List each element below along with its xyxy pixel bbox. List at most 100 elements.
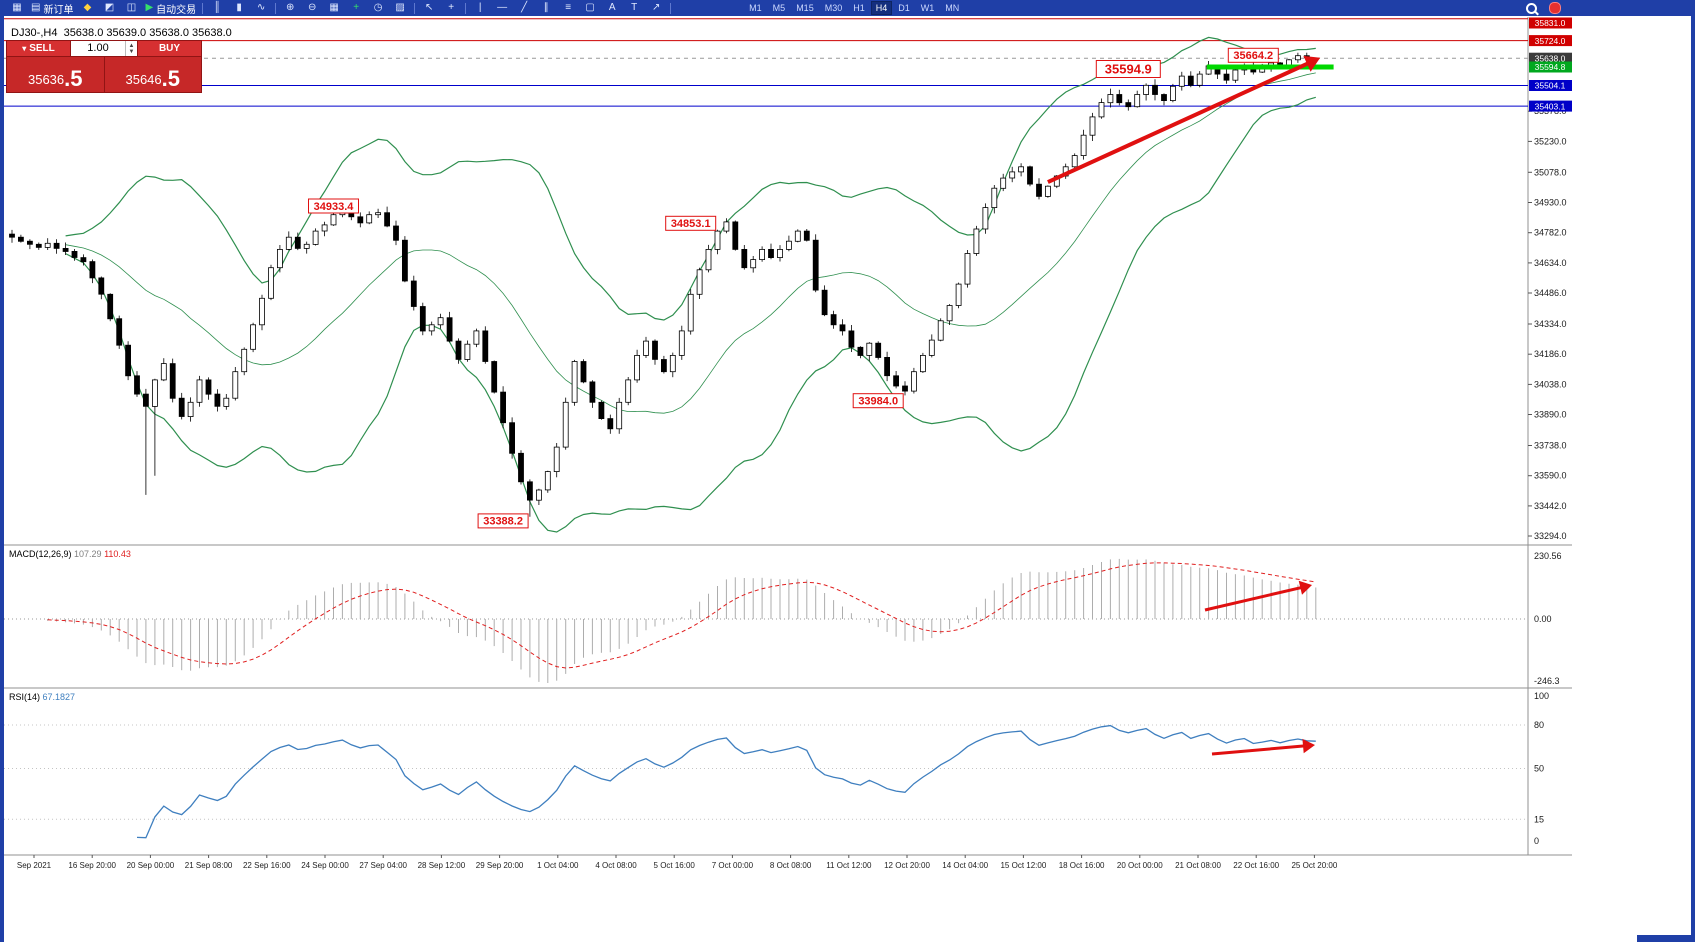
svg-text:33590.0: 33590.0: [1534, 471, 1567, 481]
horizontal-line-objects[interactable]: [4, 18, 1528, 107]
sell-button[interactable]: ▾ SELL: [6, 40, 71, 57]
svg-text:34782.0: 34782.0: [1534, 228, 1567, 238]
timeframe-d1-button[interactable]: D1: [898, 3, 910, 13]
svg-text:20 Sep 00:00: 20 Sep 00:00: [127, 861, 175, 870]
svg-text:35594.8: 35594.8: [1535, 62, 1566, 72]
volume-spinner: ▲ ▼: [125, 41, 137, 56]
indicators-add-icon: +: [353, 2, 360, 13]
equidistant-channel-icon: ∥: [543, 2, 549, 13]
auto-trading-icon: ▶: [145, 2, 154, 13]
bar-chart-type-button[interactable]: ║: [206, 1, 228, 15]
navigator-button[interactable]: ◩: [98, 1, 120, 15]
svg-text:35831.0: 35831.0: [1535, 18, 1566, 28]
svg-text:28 Sep 12:00: 28 Sep 12:00: [418, 861, 466, 870]
candle-chart-type-button[interactable]: ▮: [228, 1, 250, 15]
timeframe-m30-button[interactable]: M30: [824, 3, 843, 13]
volume-increase-button[interactable]: ▲: [128, 42, 135, 49]
terminal-icon: ◫: [126, 2, 137, 13]
svg-text:-246.3: -246.3: [1534, 676, 1560, 686]
svg-text:25 Oct 20:00: 25 Oct 20:00: [1291, 861, 1337, 870]
svg-text:1 Oct 04:00: 1 Oct 04:00: [537, 861, 579, 870]
chart-canvas[interactable]: 34933.4 34853.1 33388.2 33984.0 35594.9 35664…: [4, 17, 1572, 877]
chart-ohlc-header: DJ30-,H4 35638.0 35639.0 35638.0 35638.0: [11, 27, 232, 39]
scrollbar-thumb[interactable]: [1637, 935, 1691, 942]
trendline-icon: ╱: [521, 2, 528, 13]
svg-text:8 Oct 08:00: 8 Oct 08:00: [770, 861, 812, 870]
text-icon: A: [608, 2, 616, 13]
toolbar-separator: [414, 2, 416, 14]
cursor-button[interactable]: ↖: [418, 1, 440, 15]
one-click-trading-panel: ▾ SELL 1.00 ▲ ▼ BUY 35636.5: [6, 40, 202, 93]
timeframe-h4-button[interactable]: H4: [870, 1, 893, 15]
timeframe-mn-button[interactable]: MN: [945, 3, 960, 13]
crosshair-button[interactable]: +: [440, 1, 462, 15]
time-axis[interactable]: Sep 2021 16 Sep 20:00 20 Sep 00:00 21 Sep 0…: [17, 855, 1338, 870]
buy-button[interactable]: BUY: [137, 40, 202, 57]
chart-workspace: 34933.4 34853.1 33388.2 33984.0 35594.9 35664…: [4, 16, 1691, 942]
cursor-icon: ↖: [424, 2, 434, 13]
sell-price-button[interactable]: 35636.5: [7, 57, 104, 92]
crosshair-icon: +: [448, 2, 455, 13]
horizontal-line-button[interactable]: —: [491, 1, 513, 15]
vertical-line-button[interactable]: |: [469, 1, 491, 15]
price-label-annotations[interactable]: 34933.4 34853.1 33388.2 33984.0 35594.9 35664…: [308, 47, 1279, 529]
price-axis[interactable]: 35378.035230.035078.034930.034782.034634…: [1528, 17, 1572, 847]
text-button[interactable]: A: [601, 1, 623, 15]
svg-text:35403.1: 35403.1: [1535, 101, 1566, 111]
volume-field[interactable]: 1.00 ▲ ▼: [71, 40, 137, 57]
toolbar-right: [1520, 0, 1561, 16]
period-clock-icon: ◷: [373, 2, 383, 13]
bar-chart-type-icon: ║: [213, 2, 221, 13]
sell-button-label: SELL: [29, 43, 55, 54]
equidistant-channel-button[interactable]: ∥: [535, 1, 557, 15]
svg-text:RSI(14) 67.1827: RSI(14) 67.1827: [9, 692, 75, 702]
line-chart-type-button[interactable]: ∿: [250, 1, 272, 15]
indicators-add-button[interactable]: +: [345, 1, 367, 15]
buy-button-label: BUY: [158, 43, 181, 54]
auto-trading-button[interactable]: ▶ 自动交易: [142, 1, 199, 16]
timeframe-m15-button[interactable]: M15: [796, 3, 814, 13]
svg-text:16 Sep 20:00: 16 Sep 20:00: [68, 861, 116, 870]
macd-indicator: [4, 558, 1528, 683]
collapse-caret-icon[interactable]: ▾: [22, 44, 27, 53]
timeframe-m1-button[interactable]: M1: [749, 3, 762, 13]
templates-icon: ▨: [395, 2, 405, 13]
templates-button[interactable]: ▨: [389, 1, 411, 15]
svg-text:34486.0: 34486.0: [1534, 288, 1567, 298]
svg-text:34930.0: 34930.0: [1534, 198, 1567, 208]
candle-chart-type-icon: ▮: [236, 2, 242, 13]
timeframe-m5-button[interactable]: M5: [772, 3, 786, 13]
search-button[interactable]: [1520, 1, 1542, 15]
svg-text:21 Oct 08:00: 21 Oct 08:00: [1175, 861, 1221, 870]
shapes-button[interactable]: ▢: [579, 1, 601, 15]
zoom-out-button[interactable]: ⊖: [301, 1, 323, 15]
new-chart-button[interactable]: ▦: [6, 1, 28, 15]
candlestick-series: [9, 52, 1319, 517]
market-watch-button[interactable]: ◆: [76, 1, 98, 15]
period-clock-button[interactable]: ◷: [367, 1, 389, 15]
svg-text:27 Sep 04:00: 27 Sep 04:00: [359, 861, 407, 870]
toolbar-groups: ▦ ▤ 新订单 ◆ ◩ ◫ ▶ 自动交易 ║ ▮ ∿ ⊕ ⊖ ▦ + ◷ ▨ ↖ + | — ╱ ∥ ≡ ▢ A T ↗: [6, 0, 674, 16]
timeframe-w1-button[interactable]: W1: [920, 3, 935, 13]
trendline-button[interactable]: ╱: [513, 1, 535, 15]
timeframe-h1-button[interactable]: H1: [853, 3, 865, 13]
arrows-tool-button[interactable]: ↗: [645, 1, 667, 15]
horizontal-scrollbar[interactable]: [4, 935, 1691, 942]
svg-text:34933.4: 34933.4: [314, 201, 355, 213]
fibonacci-button[interactable]: ≡: [557, 1, 579, 15]
text-label-button[interactable]: T: [623, 1, 645, 15]
tile-windows-button[interactable]: ▦: [323, 1, 345, 15]
volume-value[interactable]: 1.00: [87, 42, 109, 54]
volume-decrease-button[interactable]: ▼: [128, 48, 135, 55]
notification-badge[interactable]: [1549, 2, 1561, 14]
svg-text:35078.0: 35078.0: [1534, 167, 1567, 177]
zoom-in-button[interactable]: ⊕: [279, 1, 301, 15]
trend-arrows[interactable]: [1047, 55, 1321, 756]
svg-text:18 Oct 16:00: 18 Oct 16:00: [1059, 861, 1105, 870]
auto-trading-label: 自动交易: [156, 4, 197, 16]
new-order-button[interactable]: ▤ 新订单: [28, 1, 76, 16]
buy-price-button[interactable]: 35646.5: [103, 57, 201, 92]
rsi-indicator: [4, 724, 1528, 839]
terminal-button[interactable]: ◫: [120, 1, 142, 15]
toolbar: ▦ ▤ 新订单 ◆ ◩ ◫ ▶ 自动交易 ║ ▮ ∿ ⊕ ⊖ ▦ + ◷ ▨ ↖ + | — ╱ ∥ ≡ ▢ A T ↗ M1 M5 M1…: [4, 0, 1691, 16]
